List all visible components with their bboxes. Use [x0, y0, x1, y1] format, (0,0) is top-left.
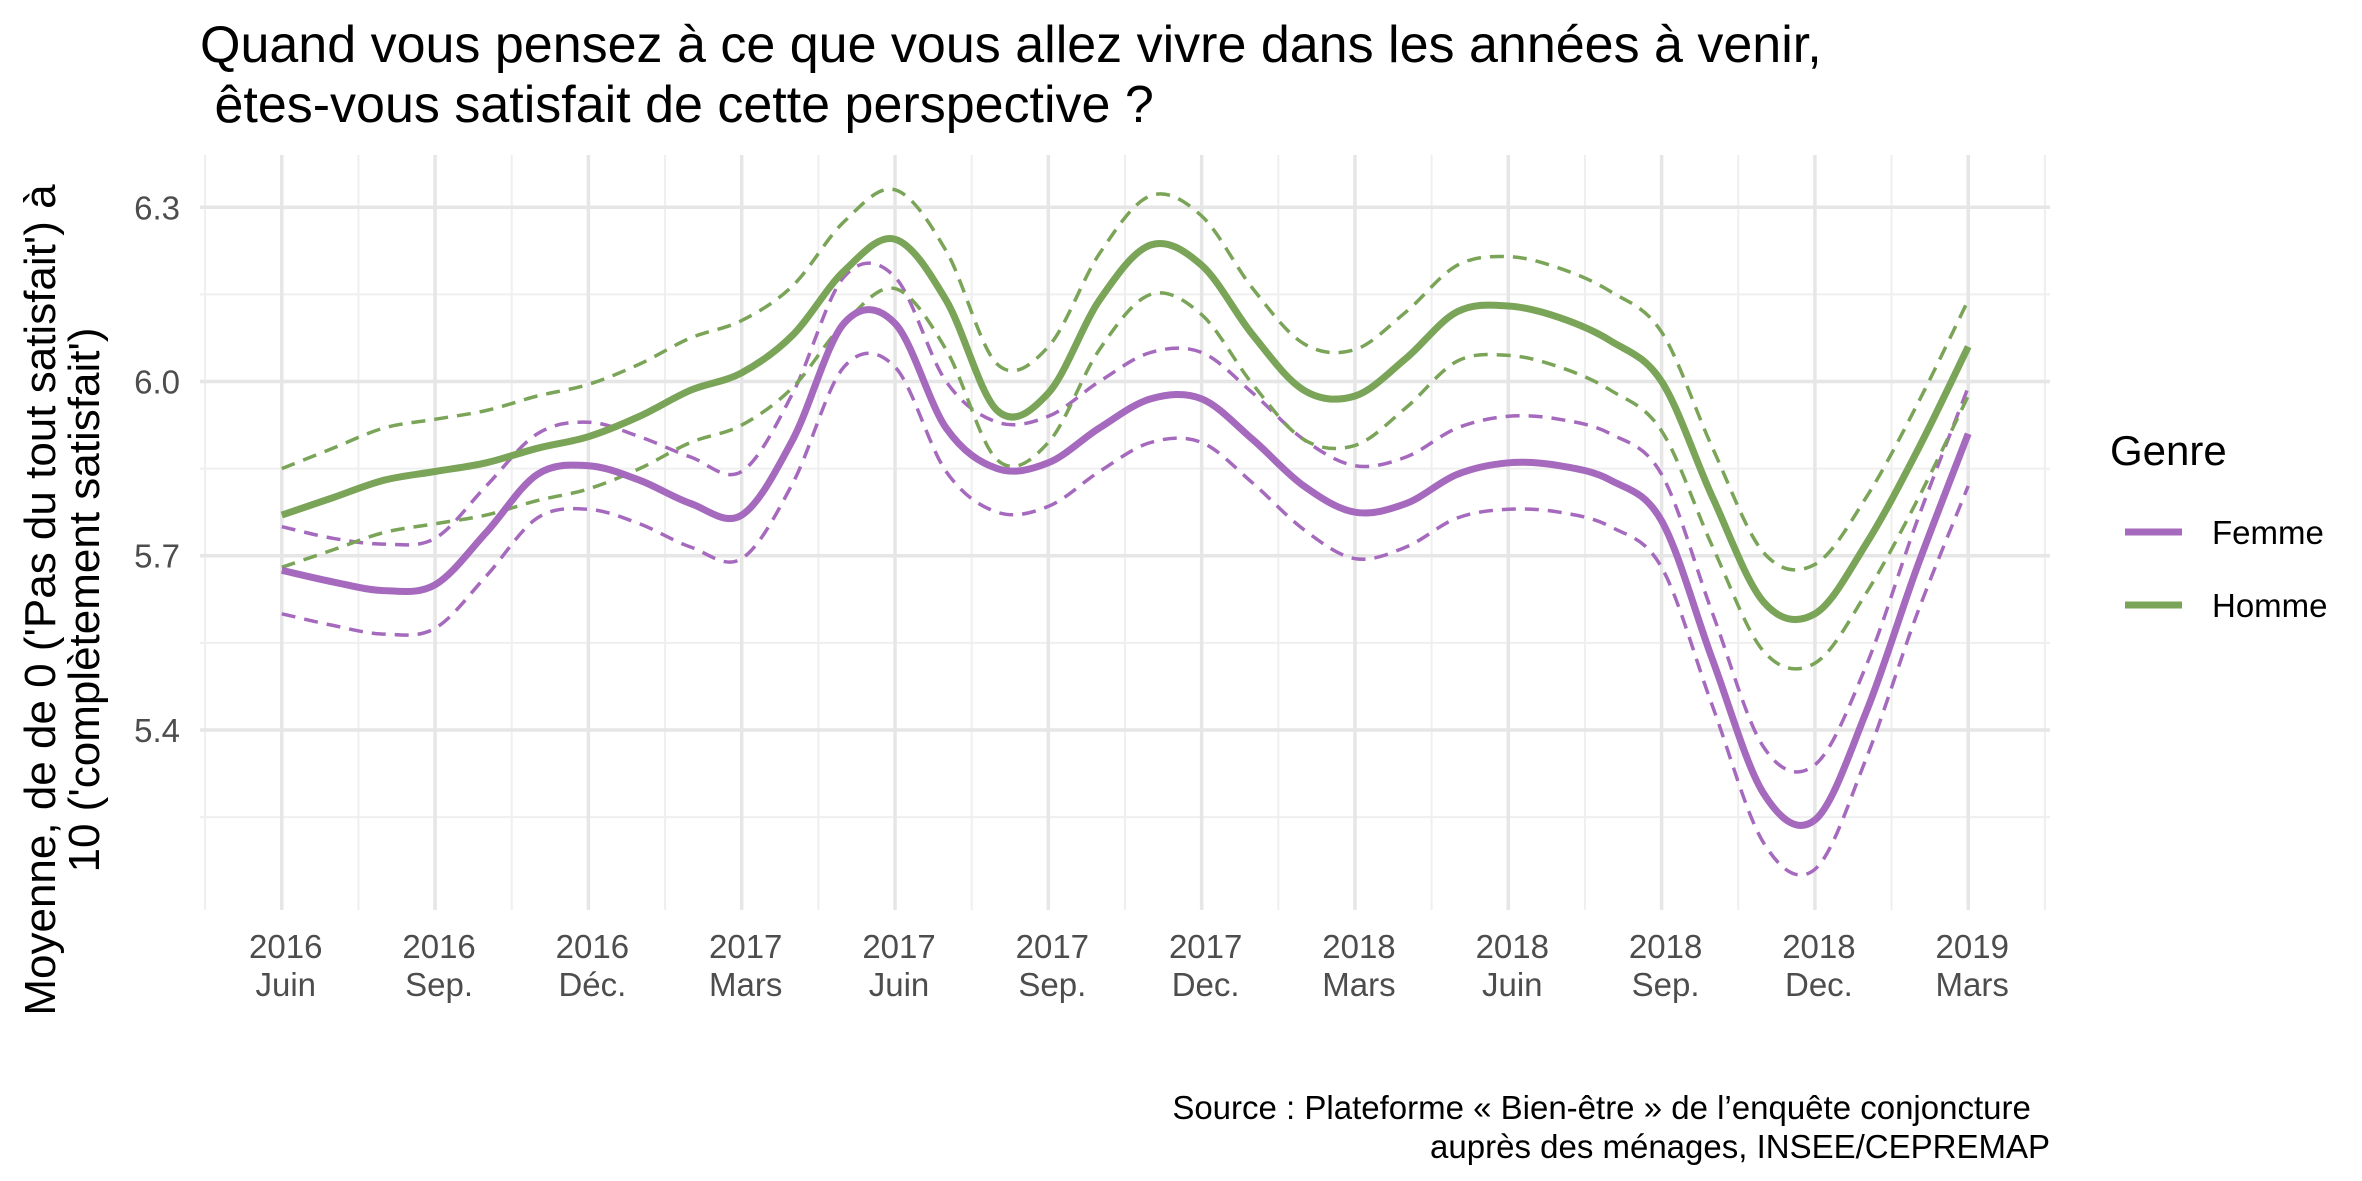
femme-lower-bound-line — [281, 351, 1970, 877]
femme-upper-bound-line — [281, 261, 1970, 774]
legend: Genre Femme Homme — [2110, 427, 2328, 624]
x-tick-label-month: Juin — [255, 966, 316, 1003]
x-tick-label-year: 2018 — [1476, 928, 1549, 965]
x-tick-label-year: 2017 — [709, 928, 782, 965]
y-axis-ticks: 5.4 5.7 6.0 6.3 — [134, 189, 180, 749]
x-tick-label-month: Dec. — [1172, 966, 1240, 1003]
source-caption-line-2: auprès des ménages, INSEE/CEPREMAP — [1430, 1128, 2050, 1165]
x-tick-label-month: Sep. — [1018, 966, 1086, 1003]
y-axis-title: Moyenne, de de 0 ('Pas du tout satisfait… — [16, 184, 109, 1016]
homme-mean-line — [280, 235, 1972, 623]
x-tick-label-year: 2017 — [1169, 928, 1242, 965]
femme-mean-line — [281, 306, 1972, 829]
x-tick-label-month: Sep. — [405, 966, 473, 1003]
homme-upper-bound-line — [281, 187, 1970, 572]
x-tick-label-month: Juin — [1482, 966, 1543, 1003]
x-tick-label-year: 2016 — [402, 928, 475, 965]
y-tick-label: 6.0 — [134, 364, 180, 401]
source-caption-line-1: Source : Plateforme « Bien-être » de l’e… — [1172, 1089, 2040, 1126]
x-tick-label-year: 2019 — [1936, 928, 2009, 965]
x-tick-label-month: Déc. — [558, 966, 626, 1003]
x-tick-label-month: Juin — [869, 966, 930, 1003]
chart-title-line-1: Quand vous pensez à ce que vous allez vi… — [200, 16, 1822, 74]
chart-title-line-2: êtes-vous satisfait de cette perspective… — [200, 76, 1154, 134]
confidence-bands — [281, 187, 1970, 877]
x-tick-label-year: 2016 — [556, 928, 629, 965]
legend-title: Genre — [2110, 427, 2227, 474]
x-tick-label-year: 2018 — [1322, 928, 1395, 965]
x-tick-label-month: Mars — [709, 966, 782, 1003]
x-tick-label-year: 2017 — [862, 928, 935, 965]
minor-gridlines — [200, 155, 2050, 910]
x-tick-label-year: 2018 — [1782, 928, 1855, 965]
x-tick-label-year: 2017 — [1016, 928, 1089, 965]
x-tick-label-year: 2018 — [1629, 928, 1702, 965]
y-tick-label: 5.4 — [134, 712, 180, 749]
x-tick-label-month: Dec. — [1785, 966, 1853, 1003]
series-lines — [280, 235, 1972, 829]
x-tick-label-month: Mars — [1936, 966, 2009, 1003]
x-axis-ticks: 2016Juin2016Sep.2016Déc.2017Mars2017Juin… — [249, 928, 2009, 1003]
x-tick-label-year: 2016 — [249, 928, 322, 965]
x-tick-label-month: Sep. — [1632, 966, 1700, 1003]
y-tick-label: 5.7 — [134, 538, 180, 575]
legend-label-homme: Homme — [2212, 587, 2328, 624]
y-axis-title-line-1: Moyenne, de de 0 ('Pas du tout satisfait… — [16, 184, 65, 1016]
homme-lower-bound-line — [281, 286, 1970, 671]
x-tick-label-month: Mars — [1322, 966, 1395, 1003]
legend-label-femme: Femme — [2212, 514, 2324, 551]
major-gridlines — [200, 155, 2050, 910]
y-axis-title-line-2: 10 ('complètement satisfait') — [60, 327, 109, 872]
y-tick-label: 6.3 — [134, 189, 180, 226]
